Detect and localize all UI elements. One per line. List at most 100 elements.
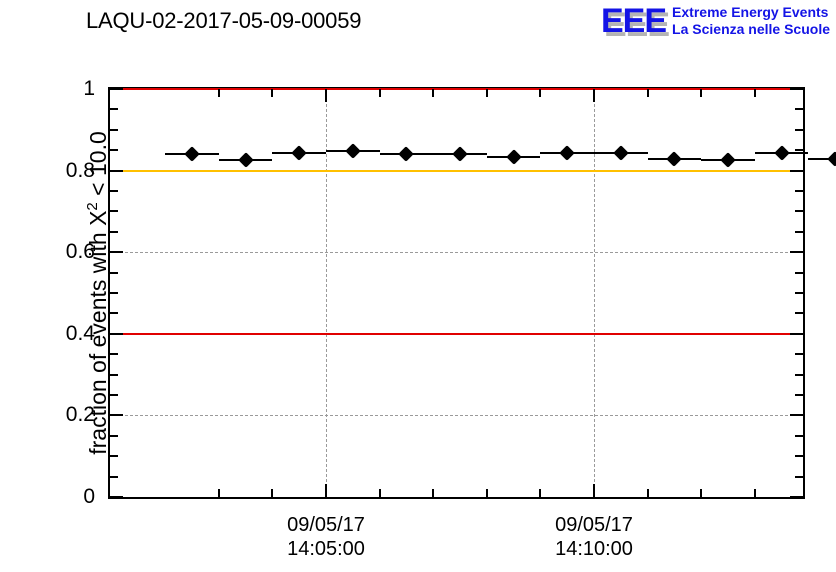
data-point-errorbar [808, 158, 836, 161]
x-axis-tick-minor-top [217, 89, 220, 97]
y-axis-tick-major-right [790, 251, 803, 254]
data-point-marker [559, 145, 575, 161]
x-axis-tick-minor-top [539, 89, 542, 97]
data-point-marker [291, 145, 307, 161]
y-axis-tick-label: 0.8 [65, 158, 95, 182]
y-axis-tick-minor [110, 271, 118, 274]
eee-logo-mark: EEE [601, 2, 667, 40]
plot-area [110, 88, 836, 498]
x-axis-tick-minor-top [646, 89, 649, 97]
y-axis-tick-major-right [790, 88, 803, 90]
x-axis-tick-minor [539, 489, 542, 497]
yellow-warning-limit [110, 169, 803, 172]
y-axis-tick-minor-right [795, 210, 803, 213]
x-axis-tick-minor [700, 489, 703, 497]
y-axis-tick-minor-right [795, 475, 803, 478]
y-axis-title-sup: 2 [84, 202, 102, 211]
y-axis-tick-major-right [790, 414, 803, 417]
y-axis-tick-minor [110, 149, 118, 152]
x-axis-tick-major-top [325, 89, 327, 102]
y-axis-tick-minor [110, 434, 118, 437]
data-point-marker [827, 151, 836, 167]
data-point-marker [452, 146, 468, 163]
data-point-marker [773, 145, 790, 161]
y-axis-tick-major [110, 251, 123, 254]
gridline-horizontal [110, 252, 803, 254]
y-axis-tick-minor [110, 108, 118, 111]
y-axis-tick-minor [110, 353, 118, 356]
y-axis-tick-minor-right [795, 353, 803, 356]
y-axis-tick-label: 0.4 [65, 321, 95, 345]
data-point-marker [237, 152, 254, 168]
y-axis-tick-major [110, 88, 123, 90]
y-axis-tick-label: 0.2 [65, 403, 95, 427]
y-axis-tick-major-right [790, 332, 803, 335]
x-axis-tick-minor-top [432, 89, 435, 97]
y-axis-tick-minor-right [795, 292, 803, 294]
x-axis-tick-minor [378, 489, 381, 497]
eee-logo-line2: La Scienza nelle Scuole [672, 21, 830, 37]
eee-logo-line1: Extreme Energy Events [672, 4, 829, 20]
data-point-marker [666, 151, 683, 167]
y-axis-tick-minor-right [795, 190, 803, 192]
y-axis-tick-major [110, 414, 123, 417]
x-axis-tick-minor [271, 489, 274, 497]
x-axis-tick-minor-top [378, 89, 381, 97]
y-axis-tick-major-right [790, 169, 803, 172]
upper-red-limit [110, 88, 803, 90]
data-point-marker [345, 143, 361, 159]
y-axis-tick-major [110, 496, 123, 498]
data-point-marker [505, 149, 522, 165]
eee-logo-text: Extreme Energy Events La Scienza nelle S… [672, 4, 830, 38]
lower-red-limit [110, 332, 803, 335]
x-axis-tick-minor-top [271, 89, 274, 97]
gridline-vertical [594, 89, 595, 497]
x-axis-tick-minor-top [700, 89, 703, 97]
y-axis-tick-minor-right [795, 312, 803, 315]
gridline-horizontal [110, 415, 803, 417]
y-axis-tick-minor-right [795, 128, 803, 131]
y-axis-tick-major [110, 332, 123, 335]
data-point-marker [398, 146, 415, 163]
y-axis-tick-minor-right [795, 149, 803, 152]
y-axis-tick-label: 0.6 [65, 240, 95, 264]
y-axis-tick-major-right [790, 496, 803, 498]
y-axis-tick-minor-right [795, 434, 803, 437]
x-axis-tick-minor [485, 489, 488, 497]
x-axis-tick-major [593, 484, 595, 497]
x-axis-tick-major [325, 484, 327, 497]
data-point-marker [184, 146, 200, 163]
page-title: LAQU-02-2017-05-09-00059 [86, 8, 362, 33]
gridline-vertical [326, 89, 327, 497]
x-axis-tick-minor [646, 489, 649, 497]
x-axis-tick-minor-top [753, 89, 756, 97]
y-axis-tick-label: 1 [83, 77, 95, 100]
x-axis-tick-minor-top [485, 89, 488, 97]
y-axis-tick-minor-right [795, 108, 803, 111]
y-axis-tick-minor-right [795, 455, 803, 458]
y-axis-tick-minor [110, 190, 118, 192]
eee-logo: EEE Extreme Energy Events La Scienza nel… [601, 2, 830, 40]
y-axis-tick-minor [110, 312, 118, 315]
x-axis-tick-minor [432, 489, 435, 497]
plot-frame: fraction of events with X2 < 10.0 0 0.2 0.… [66, 77, 836, 560]
y-axis-tick-minor-right [795, 394, 803, 396]
y-axis-tick-minor [110, 373, 118, 376]
x-axis-tick-label: 09/05/17 14:10:00 [555, 514, 633, 560]
y-axis-tick-minor [110, 292, 118, 294]
y-axis-tick-major [110, 169, 123, 172]
y-axis-tick-minor-right [795, 373, 803, 376]
x-axis-tick-minor [217, 489, 220, 497]
x-axis-tick-major-top [593, 89, 595, 102]
y-axis-tick-minor [110, 394, 118, 396]
y-axis-tick-label: 0 [83, 485, 95, 508]
y-axis-tick-minor-right [795, 230, 803, 233]
data-point-marker [720, 152, 736, 168]
y-axis-tick-minor [110, 128, 118, 131]
data-point-marker [613, 145, 629, 161]
y-axis-tick-minor [110, 455, 118, 458]
y-axis-tick-minor [110, 230, 118, 233]
x-axis-tick-minor [753, 489, 756, 497]
y-axis-tick-minor [110, 210, 118, 213]
